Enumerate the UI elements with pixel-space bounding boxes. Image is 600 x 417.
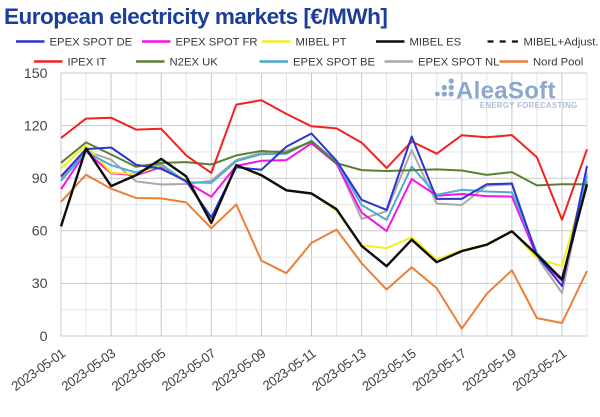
svg-text:AleaSoft: AleaSoft <box>456 78 556 105</box>
svg-text:EPEX SPOT BE: EPEX SPOT BE <box>293 57 376 69</box>
svg-text:90: 90 <box>32 171 48 187</box>
svg-text:MIBEL ES: MIBEL ES <box>410 37 462 49</box>
svg-text:2023-05-15: 2023-05-15 <box>359 346 418 394</box>
svg-text:2023-05-11: 2023-05-11 <box>260 346 319 394</box>
svg-text:Nord Pool: Nord Pool <box>533 57 583 69</box>
svg-text:EPEX SPOT NL: EPEX SPOT NL <box>418 57 499 69</box>
svg-text:2023-05-17: 2023-05-17 <box>409 346 468 394</box>
svg-text:150: 150 <box>24 66 48 82</box>
svg-text:30: 30 <box>32 276 48 292</box>
svg-text:2023-05-13: 2023-05-13 <box>309 346 368 394</box>
svg-text:MIBEL PT: MIBEL PT <box>296 37 347 49</box>
svg-text:2023-05-05: 2023-05-05 <box>109 346 168 394</box>
svg-text:IPEX IT: IPEX IT <box>68 57 107 69</box>
svg-text:120: 120 <box>24 118 48 134</box>
svg-text:EPEX SPOT FR: EPEX SPOT FR <box>176 37 258 49</box>
svg-text:ENERGY FORECASTING: ENERGY FORECASTING <box>480 101 578 110</box>
svg-text:2023-05-07: 2023-05-07 <box>159 346 218 394</box>
svg-text:2023-05-21: 2023-05-21 <box>510 346 569 394</box>
svg-text:MIBEL+Adjust.: MIBEL+Adjust. <box>524 37 599 49</box>
svg-text:0: 0 <box>40 329 48 345</box>
svg-text:N2EX UK: N2EX UK <box>170 57 219 69</box>
svg-text:2023-05-01: 2023-05-01 <box>9 346 68 394</box>
svg-text:2023-05-19: 2023-05-19 <box>459 346 518 394</box>
svg-text:2023-05-09: 2023-05-09 <box>209 346 268 394</box>
svg-text:EPEX SPOT DE: EPEX SPOT DE <box>50 37 133 49</box>
svg-text:2023-05-03: 2023-05-03 <box>59 346 118 394</box>
svg-text:60: 60 <box>32 224 48 240</box>
